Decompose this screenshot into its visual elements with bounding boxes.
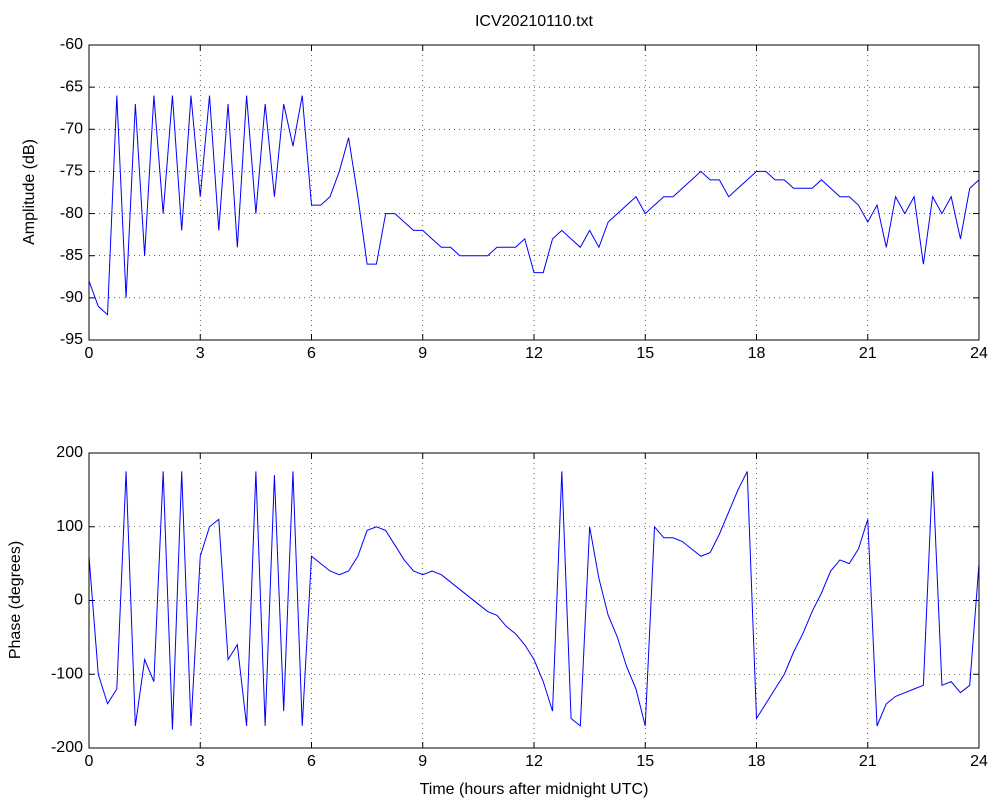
y-tick-label: -70	[60, 121, 83, 138]
y-tick-label: -95	[60, 331, 83, 348]
plot-frame	[88, 452, 980, 749]
x-tick-label: 6	[307, 753, 316, 770]
x-tick-label: 18	[748, 345, 766, 362]
y-tick-label: 200	[56, 444, 83, 461]
x-axis-label: Time (hours after midnight UTC)	[420, 781, 649, 798]
y-tick-label: -80	[60, 205, 83, 222]
y-tick-label: -200	[51, 739, 83, 756]
y-tick-label: 100	[56, 518, 83, 535]
x-tick-label: 3	[196, 753, 205, 770]
x-tick-label: 15	[636, 345, 654, 362]
y-tick-label: -60	[60, 36, 83, 53]
y-tick-label: 0	[74, 592, 83, 609]
x-tick-label: 15	[636, 753, 654, 770]
data-line	[88, 471, 980, 730]
x-tick-label: 9	[418, 345, 427, 362]
chart-title: ICV20210110.txt	[475, 13, 594, 30]
x-tick-label: 6	[307, 345, 316, 362]
y-axis-label: Amplitude (dB)	[21, 139, 38, 245]
x-tick-label: 18	[748, 753, 766, 770]
x-tick-label: 12	[525, 753, 543, 770]
x-tick-label: 3	[196, 345, 205, 362]
data-line	[88, 95, 980, 316]
x-tick-label: 21	[859, 753, 877, 770]
y-tick-label: -65	[60, 78, 83, 95]
y-tick-label: -85	[60, 247, 83, 264]
x-tick-label: 9	[418, 753, 427, 770]
x-tick-label: 24	[970, 345, 988, 362]
y-tick-label: -100	[51, 665, 83, 682]
x-tick-label: 0	[85, 345, 94, 362]
y-tick-label: -90	[60, 289, 83, 306]
x-tick-label: 21	[859, 345, 877, 362]
x-tick-label: 24	[970, 753, 988, 770]
y-tick-label: -75	[60, 163, 83, 180]
plot-frame	[88, 44, 980, 341]
x-tick-label: 0	[85, 753, 94, 770]
y-axis-label: Phase (degrees)	[7, 541, 24, 659]
x-tick-label: 12	[525, 345, 543, 362]
